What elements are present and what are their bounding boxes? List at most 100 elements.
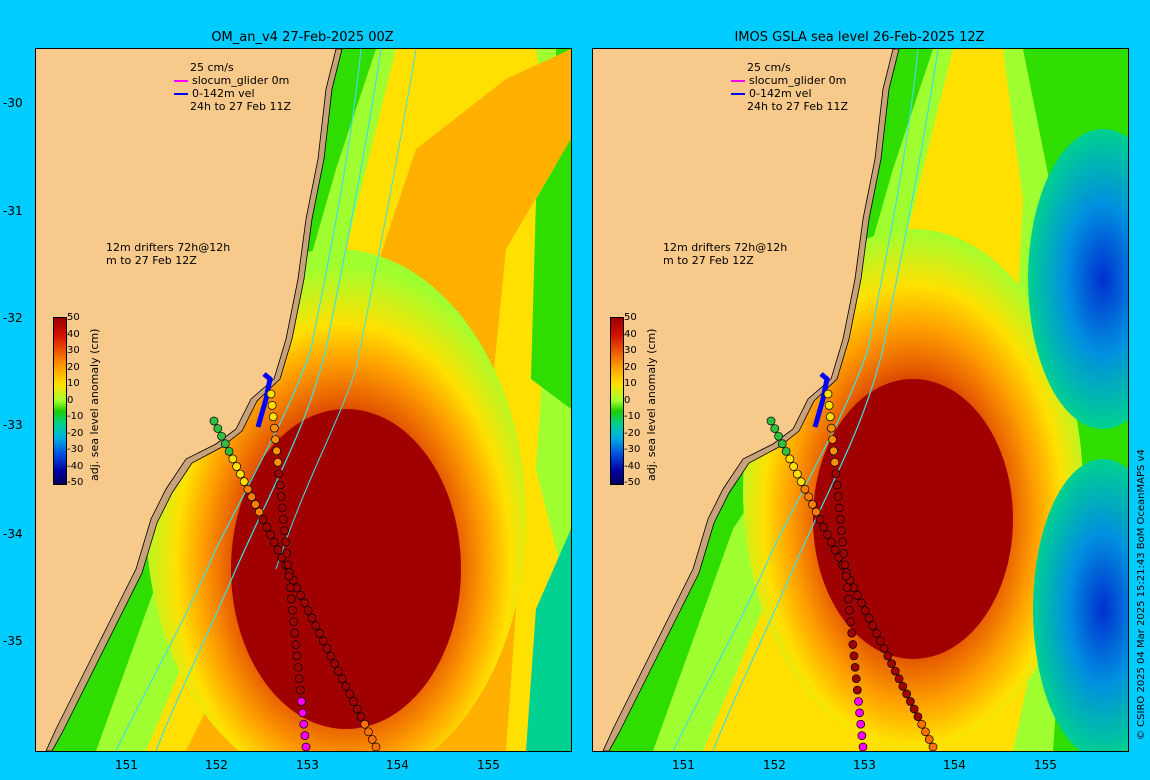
- drifter-point: [883, 651, 893, 661]
- drifter-point: [855, 708, 864, 718]
- legend-speed: 25 cm/s: [747, 61, 791, 74]
- drifter-point: [283, 560, 293, 570]
- drifter-point: [828, 435, 837, 444]
- colorbar-tick-label: -40: [624, 460, 641, 472]
- drifter-point: [258, 515, 268, 524]
- drifter-point: [251, 500, 260, 509]
- drifter-point: [254, 507, 264, 517]
- drifter-point: [770, 424, 780, 433]
- drifter-point: [247, 492, 257, 502]
- left-legend: 25 cm/s slocum_glider 0m 0-142m vel 24h …: [174, 61, 291, 113]
- right-legend: 25 cm/s slocum_glider 0m 0-142m vel 24h …: [731, 61, 848, 113]
- colorbar-tick-label: -10: [67, 411, 84, 422]
- colorbar-tick-label: -30: [67, 444, 84, 455]
- drifter-point: [766, 416, 776, 426]
- right-colorbar: [610, 317, 624, 485]
- drifter-point: [777, 439, 787, 449]
- drifter-point: [875, 636, 885, 646]
- drifter-point: [849, 651, 859, 661]
- drifter-point: [276, 492, 286, 501]
- longitude-label: 154: [386, 758, 409, 772]
- colorbar-tick-label: -40: [67, 460, 84, 472]
- drifter-point: [352, 704, 362, 714]
- drifter-point: [280, 526, 289, 535]
- drifter-point: [823, 530, 832, 540]
- drifter-point: [913, 712, 923, 722]
- drifter-point: [789, 462, 798, 471]
- drifter-point: [333, 666, 343, 676]
- drifter-point: [274, 469, 284, 479]
- drifter-point: [864, 613, 874, 623]
- drifter-point: [928, 742, 938, 751]
- drifter-point: [217, 431, 226, 441]
- drifter-point: [847, 628, 857, 638]
- drifter-point: [239, 477, 249, 487]
- legend-period: 24h to 27 Feb 11Z: [747, 100, 849, 113]
- drifter-point: [800, 484, 810, 494]
- drifter-point: [917, 719, 927, 729]
- drifter-point: [297, 697, 306, 706]
- longitude-label: 151: [115, 758, 138, 772]
- drifter-point: [307, 613, 317, 623]
- longitude-label: 155: [1034, 758, 1057, 772]
- drifter-point: [220, 439, 230, 449]
- glider-arrow-icon: [174, 80, 188, 82]
- colorbar-tick-label: -50: [67, 477, 84, 488]
- legend-speed: 25 cm/s: [190, 61, 234, 74]
- drifter-point: [898, 681, 908, 691]
- drifter-point: [286, 594, 296, 604]
- longitude-label: 152: [763, 758, 786, 772]
- colorbar-tick-label: -20: [67, 427, 84, 439]
- colorbar-tick-label: 10: [67, 378, 80, 389]
- drifter-point: [243, 484, 253, 494]
- drifter-point: [356, 712, 366, 722]
- drifter-point: [282, 549, 292, 558]
- colorbar-tick-label: -10: [624, 411, 641, 422]
- drifter-point: [296, 685, 305, 695]
- drifter-point: [337, 674, 347, 684]
- drifter-point: [841, 571, 851, 581]
- drifter-point: [872, 628, 881, 638]
- vel-arrow-icon: [731, 93, 745, 95]
- right-drifter-track-b: [823, 389, 868, 751]
- drifter-point: [860, 606, 870, 615]
- colorbar-tick-label: 40: [624, 328, 637, 340]
- drifter-point: [839, 549, 849, 558]
- colorbar-tick-label: 20: [67, 361, 80, 373]
- drifter-point: [853, 591, 863, 600]
- credit-text: © CSIRO 2025 04 Mar 2025 15:21:43 BoM Oc…: [1136, 449, 1147, 740]
- drifter-point: [837, 526, 846, 535]
- drifter-point: [277, 503, 287, 513]
- drifter-point: [781, 446, 791, 456]
- drifter-point: [266, 530, 275, 540]
- drifter-point: [326, 651, 336, 661]
- drifter-point: [349, 697, 358, 706]
- colorbar-tick-label: -20: [624, 427, 641, 439]
- drifter-point: [330, 659, 339, 668]
- colorbar-tick-label: 0: [624, 394, 631, 406]
- drifter-point: [371, 742, 381, 751]
- drifter-point: [272, 446, 281, 456]
- drifter-point: [224, 446, 234, 456]
- drifter-point: [289, 617, 298, 627]
- drifter-point: [270, 423, 279, 433]
- drifter-point: [301, 742, 311, 751]
- colorbar-tick-label: 40: [67, 328, 80, 340]
- drifter-point: [232, 462, 241, 471]
- colorbar-tick-label: 30: [624, 345, 637, 356]
- drifter-point: [315, 628, 324, 638]
- drifter-point: [275, 480, 285, 490]
- colorbar-tick-label: 20: [624, 361, 637, 373]
- latitude-label: -35: [3, 634, 23, 648]
- drifter-point: [236, 469, 245, 479]
- drifter-point: [285, 583, 295, 592]
- drifter-point: [296, 591, 306, 600]
- drifter-point: [303, 606, 313, 615]
- drifter-point: [311, 621, 321, 631]
- drifter-point: [824, 401, 834, 410]
- drifter-point: [266, 389, 276, 399]
- drifter-point: [827, 423, 836, 433]
- right-map: 25 cm/s slocum_glider 0m 0-142m vel 24h …: [592, 48, 1129, 752]
- right-sla-field: [593, 49, 1128, 751]
- drifter-point: [857, 731, 867, 740]
